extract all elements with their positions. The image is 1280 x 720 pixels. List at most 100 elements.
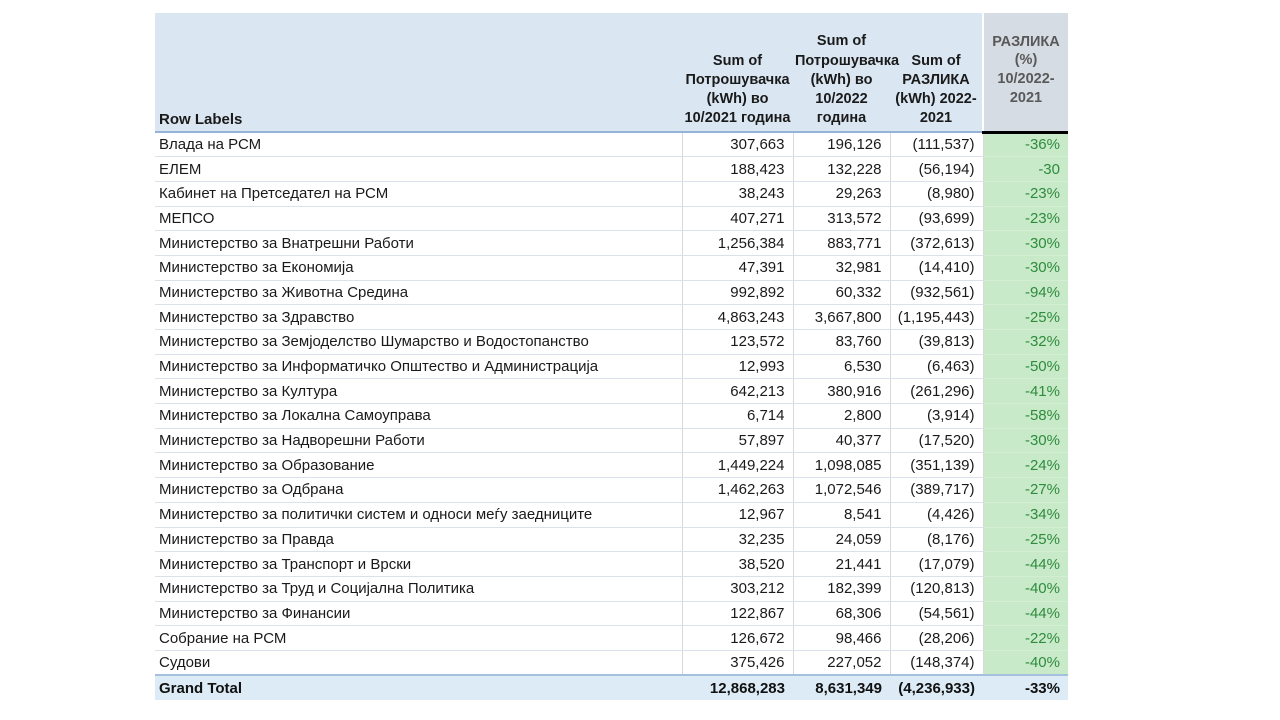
value-2021-cell[interactable]: 1,449,224 — [682, 452, 794, 479]
row-label-cell[interactable]: Собрание на РСМ — [155, 625, 683, 651]
value-2022-cell[interactable]: 60,332 — [793, 280, 891, 306]
diff-kwh-cell[interactable]: (8,176) — [890, 527, 984, 553]
grand-total-2021-cell[interactable]: 12,868,283 — [682, 674, 793, 701]
value-2021-cell[interactable]: 122,867 — [682, 601, 794, 627]
row-label-cell[interactable]: Судови — [155, 650, 683, 676]
value-2022-cell[interactable]: 1,072,546 — [793, 477, 891, 503]
value-2022-cell[interactable]: 8,541 — [793, 502, 891, 528]
diff-pct-cell[interactable]: -50% — [983, 354, 1068, 380]
diff-kwh-cell[interactable]: (56,194) — [890, 156, 984, 182]
row-label-cell[interactable]: Министерство за Локална Самоуправа — [155, 403, 683, 429]
diff-pct-cell[interactable]: -22% — [983, 625, 1068, 651]
diff-pct-cell[interactable]: -23% — [983, 181, 1068, 207]
value-2022-cell[interactable]: 1,098,085 — [793, 452, 891, 479]
row-label-cell[interactable]: Влада на РСМ — [155, 132, 683, 158]
diff-pct-cell[interactable]: -25% — [983, 304, 1068, 330]
diff-kwh-cell[interactable]: (4,426) — [890, 502, 984, 528]
diff-kwh-cell[interactable]: (932,561) — [890, 280, 984, 306]
row-label-cell[interactable]: Министерство за Правда — [155, 527, 683, 553]
row-label-cell[interactable]: Министерство за политички систем и однос… — [155, 502, 683, 528]
value-2021-cell[interactable]: 57,897 — [682, 428, 794, 454]
diff-pct-cell[interactable]: -23% — [983, 206, 1068, 232]
diff-pct-cell[interactable]: -30% — [983, 230, 1068, 256]
value-2022-cell[interactable]: 98,466 — [793, 625, 891, 651]
value-2022-cell[interactable]: 83,760 — [793, 329, 891, 355]
value-2022-cell[interactable]: 3,667,800 — [793, 304, 891, 330]
diff-pct-cell[interactable]: -94% — [983, 280, 1068, 306]
row-label-cell[interactable]: Министерство за Внатрешни Работи — [155, 230, 683, 256]
header-diff-kwh[interactable]: Sum of РАЗЛИКА (kWh) 2022-2021 — [890, 13, 983, 133]
value-2022-cell[interactable]: 313,572 — [793, 206, 891, 232]
value-2022-cell[interactable]: 132,228 — [793, 156, 891, 182]
diff-kwh-cell[interactable]: (54,561) — [890, 601, 984, 627]
row-label-cell[interactable]: Министерство за Надворешни Работи — [155, 428, 683, 454]
diff-kwh-cell[interactable]: (14,410) — [890, 255, 984, 281]
diff-kwh-cell[interactable]: (3,914) — [890, 403, 984, 429]
header-diff-pct[interactable]: РАЗЛИКА (%) 10/2022-2021 — [982, 13, 1068, 134]
diff-kwh-cell[interactable]: (111,537) — [890, 132, 984, 158]
row-label-cell[interactable]: Министерство за Финансии — [155, 601, 683, 627]
value-2022-cell[interactable]: 29,263 — [793, 181, 891, 207]
row-label-cell[interactable]: Министерство за Животна Средина — [155, 280, 683, 306]
row-label-cell[interactable]: Министерство за Одбрана — [155, 477, 683, 503]
header-sum-2022[interactable]: Sum of Потрошувачка (kWh) во 10/2022 год… — [793, 13, 899, 133]
value-2021-cell[interactable]: 1,256,384 — [682, 230, 794, 256]
diff-kwh-cell[interactable]: (120,813) — [890, 576, 984, 602]
diff-kwh-cell[interactable]: (389,717) — [890, 477, 984, 503]
diff-kwh-cell[interactable]: (372,613) — [890, 230, 984, 256]
diff-pct-cell[interactable]: -44% — [983, 601, 1068, 627]
diff-kwh-cell[interactable]: (93,699) — [890, 206, 984, 232]
value-2021-cell[interactable]: 1,462,263 — [682, 477, 794, 503]
row-label-cell[interactable]: Кабинет на Претседател на РСМ — [155, 181, 683, 207]
value-2021-cell[interactable]: 47,391 — [682, 255, 794, 281]
row-label-cell[interactable]: Министерство за Транспорт и Врски — [155, 551, 683, 577]
diff-kwh-cell[interactable]: (17,079) — [890, 551, 984, 577]
diff-kwh-cell[interactable]: (1,195,443) — [890, 304, 984, 330]
value-2022-cell[interactable]: 227,052 — [793, 650, 891, 676]
value-2021-cell[interactable]: 4,863,243 — [682, 304, 794, 330]
row-label-cell[interactable]: Министерство за Здравство — [155, 304, 683, 330]
value-2022-cell[interactable]: 182,399 — [793, 576, 891, 602]
value-2022-cell[interactable]: 40,377 — [793, 428, 891, 454]
value-2022-cell[interactable]: 32,981 — [793, 255, 891, 281]
diff-pct-cell[interactable]: -41% — [983, 378, 1068, 405]
diff-pct-cell[interactable]: -40% — [983, 576, 1068, 602]
row-label-cell[interactable]: Министерство за Економија — [155, 255, 683, 281]
value-2022-cell[interactable]: 21,441 — [793, 551, 891, 577]
grand-total-label-cell[interactable]: Grand Total — [155, 674, 682, 701]
header-sum-2021[interactable]: Sum of Потрошувачка (kWh) во 10/2021 год… — [682, 13, 793, 133]
diff-kwh-cell[interactable]: (8,980) — [890, 181, 984, 207]
value-2021-cell[interactable]: 32,235 — [682, 527, 794, 553]
diff-pct-cell[interactable]: -32% — [983, 329, 1068, 355]
value-2021-cell[interactable]: 188,423 — [682, 156, 794, 182]
value-2021-cell[interactable]: 126,672 — [682, 625, 794, 651]
value-2022-cell[interactable]: 68,306 — [793, 601, 891, 627]
value-2021-cell[interactable]: 38,520 — [682, 551, 794, 577]
row-label-cell[interactable]: Министерство за Култура — [155, 378, 683, 405]
value-2021-cell[interactable]: 642,213 — [682, 378, 794, 405]
diff-pct-cell[interactable]: -27% — [983, 477, 1068, 503]
diff-pct-cell[interactable]: -30% — [983, 255, 1068, 281]
value-2022-cell[interactable]: 380,916 — [793, 378, 891, 405]
value-2022-cell[interactable]: 196,126 — [793, 132, 891, 158]
row-label-cell[interactable]: Министерство за Труд и Социјална Политик… — [155, 576, 683, 602]
diff-kwh-cell[interactable]: (17,520) — [890, 428, 984, 454]
diff-pct-cell[interactable]: -30 — [983, 156, 1068, 182]
value-2021-cell[interactable]: 307,663 — [682, 132, 794, 158]
value-2022-cell[interactable]: 6,530 — [793, 354, 891, 380]
row-label-cell[interactable]: Министерство за Образование — [155, 452, 683, 479]
row-label-cell[interactable]: МЕПСО — [155, 206, 683, 232]
value-2022-cell[interactable]: 2,800 — [793, 403, 891, 429]
grand-total-diff-cell[interactable]: (4,236,933) — [890, 674, 983, 701]
value-2021-cell[interactable]: 12,993 — [682, 354, 794, 380]
diff-pct-cell[interactable]: -24% — [983, 452, 1068, 479]
value-2022-cell[interactable]: 24,059 — [793, 527, 891, 553]
diff-kwh-cell[interactable]: (261,296) — [890, 378, 984, 405]
value-2021-cell[interactable]: 303,212 — [682, 576, 794, 602]
value-2021-cell[interactable]: 992,892 — [682, 280, 794, 306]
value-2021-cell[interactable]: 38,243 — [682, 181, 794, 207]
diff-pct-cell[interactable]: -34% — [983, 502, 1068, 528]
diff-kwh-cell[interactable]: (148,374) — [890, 650, 984, 676]
value-2021-cell[interactable]: 6,714 — [682, 403, 794, 429]
value-2022-cell[interactable]: 883,771 — [793, 230, 891, 256]
